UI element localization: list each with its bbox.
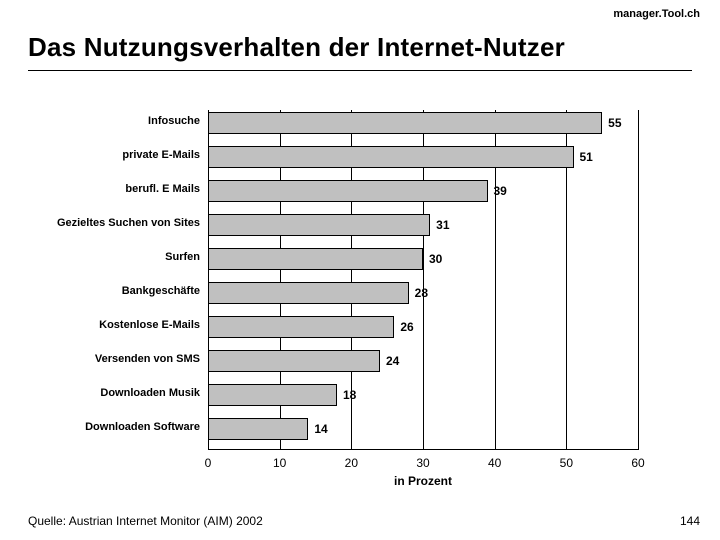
- bar: [208, 316, 394, 338]
- page-title: Das Nutzungsverhalten der Internet-Nutze…: [28, 32, 565, 63]
- source-text: Quelle: Austrian Internet Monitor (AIM) …: [28, 514, 263, 528]
- bar-value-label: 18: [339, 384, 356, 406]
- gridline: [638, 110, 639, 450]
- x-tick-label: 60: [631, 456, 644, 470]
- category-label: private E-Mails: [28, 144, 200, 166]
- bar: [208, 418, 308, 440]
- bar: [208, 350, 380, 372]
- x-tick-label: 10: [273, 456, 286, 470]
- x-tick-label: 0: [205, 456, 212, 470]
- bar-value-label: 51: [576, 146, 593, 168]
- bar: [208, 384, 337, 406]
- bar-value-label: 30: [425, 248, 442, 270]
- bar: [208, 282, 409, 304]
- bar: [208, 180, 488, 202]
- category-label: Downloaden Musik: [28, 382, 200, 404]
- category-label: Kostenlose E-Mails: [28, 314, 200, 336]
- x-tick-label: 50: [560, 456, 573, 470]
- bar: [208, 112, 602, 134]
- bar: [208, 248, 423, 270]
- bar-value-label: 31: [432, 214, 449, 236]
- usage-bar-chart: 55513931302826241814 0102030405060in Pro…: [28, 110, 692, 470]
- category-label: Downloaden Software: [28, 416, 200, 438]
- bar: [208, 146, 574, 168]
- title-underline: [28, 70, 692, 71]
- bar-value-label: 24: [382, 350, 399, 372]
- bar-value-label: 28: [411, 282, 428, 304]
- bar-value-label: 26: [396, 316, 413, 338]
- category-label: Gezieltes Suchen von Sites: [28, 212, 200, 234]
- bar: [208, 214, 430, 236]
- page-number: 144: [680, 514, 700, 528]
- category-label: berufl. E Mails: [28, 178, 200, 200]
- x-tick-label: 20: [345, 456, 358, 470]
- slide: { "brand": "manager.Tool.ch", "title": "…: [0, 0, 720, 540]
- bar-value-label: 55: [604, 112, 621, 134]
- category-label: Bankgeschäfte: [28, 280, 200, 302]
- x-tick-label: 40: [488, 456, 501, 470]
- x-tick-label: 30: [416, 456, 429, 470]
- bar-value-label: 14: [310, 418, 327, 440]
- x-axis-title: in Prozent: [394, 474, 452, 488]
- brand-label: manager.Tool.ch: [613, 8, 700, 20]
- category-label: Versenden von SMS: [28, 348, 200, 370]
- bar-value-label: 39: [490, 180, 507, 202]
- category-label: Surfen: [28, 246, 200, 268]
- plot-area: 55 51 39 31 30 28 26 24 18 14: [208, 110, 638, 450]
- category-label: Infosuche: [28, 110, 200, 132]
